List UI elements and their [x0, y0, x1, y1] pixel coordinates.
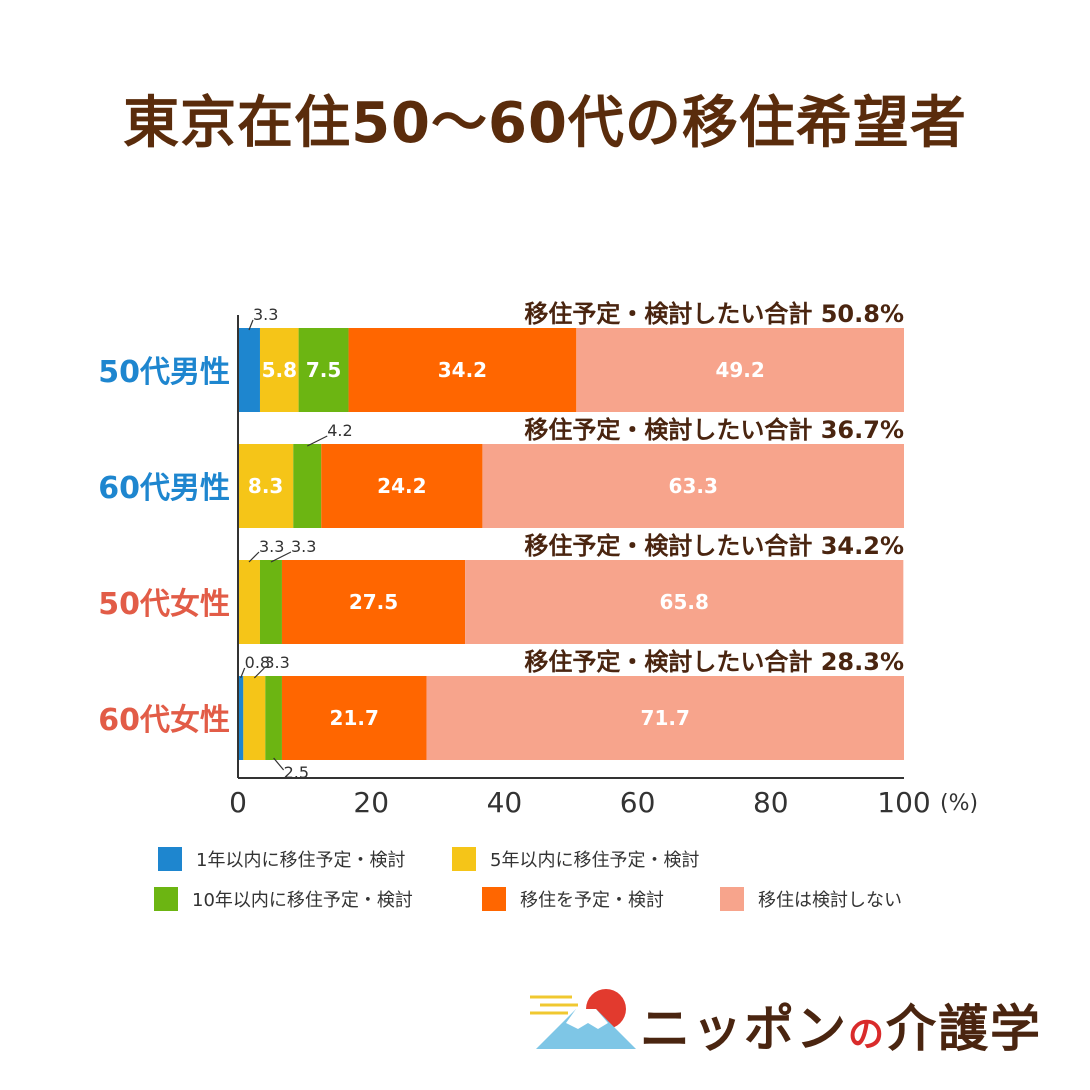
leader-line-3-0 [240, 667, 246, 679]
bar-segment-0-4 [576, 328, 904, 412]
brand-logo: ニッポンの介護学 [530, 985, 1070, 1058]
total-label-1: 移住予定・検討したい合計 36.7% [524, 416, 904, 444]
data-label-0-2: 7.5 [306, 358, 341, 382]
category-label-0: 50代男性 [98, 355, 230, 390]
x-tick-label-5: 100 [877, 786, 930, 819]
legend-label-no: 移住は検討しない [758, 890, 902, 911]
legend-swatch-plan [482, 887, 506, 911]
bar-segment-2-1 [238, 560, 260, 644]
data-label-3-1: 3.3 [264, 653, 289, 672]
total-label-2: 移住予定・検討したい合計 34.2% [524, 532, 904, 560]
category-label-2: 50代女性 [98, 587, 230, 622]
data-label-1-1: 8.3 [248, 474, 283, 498]
leader-line-2-2 [270, 551, 292, 563]
leader-line-3-2 [273, 757, 285, 771]
data-label-3-3: 21.7 [330, 706, 379, 730]
bar-segment-3-0 [238, 676, 244, 760]
leader-line-1-2 [306, 435, 328, 447]
data-label-3-0: 0.8 [245, 653, 270, 672]
bar-segment-0-3 [348, 328, 577, 412]
legend-swatch-10yr [154, 887, 178, 911]
x-tick-label-1: 20 [353, 786, 389, 819]
legend-label-10yr: 10年以内に移住予定・検討 [192, 890, 413, 911]
legend-swatch-no [720, 887, 744, 911]
bar-segment-3-1 [243, 676, 266, 760]
data-label-0-3: 34.2 [438, 358, 487, 382]
legend-item-no: 移住は検討しない [720, 886, 902, 912]
brand-logo-text-no: の [848, 1014, 887, 1055]
x-tick-label-2: 40 [487, 786, 523, 819]
category-label-3: 60代女性 [98, 703, 230, 738]
x-tick-label-4: 80 [753, 786, 789, 819]
brand-logo-text-1: ニッポン [640, 1000, 848, 1058]
data-label-0-0: 3.3 [253, 305, 278, 324]
bar-segment-0-0 [238, 328, 260, 412]
legend-item-5yr: 5年以内に移住予定・検討 [452, 846, 699, 872]
total-label-3: 移住予定・検討したい合計 28.3% [524, 648, 904, 676]
legend-item-plan: 移住を予定・検討 [482, 886, 664, 912]
category-label-1: 60代男性 [98, 471, 230, 506]
data-label-2-3: 27.5 [349, 590, 398, 614]
x-tick-label-0: 0 [229, 786, 247, 819]
data-label-3-4: 71.7 [641, 706, 690, 730]
page-title: 東京在住50〜60代の移住希望者 [123, 91, 967, 156]
legend-swatch-1yr [158, 847, 182, 871]
legend-label-plan: 移住を予定・検討 [520, 890, 664, 911]
data-label-1-3: 24.2 [377, 474, 426, 498]
leader-line-0-0 [248, 319, 254, 331]
bar-segment-2-3 [281, 560, 466, 644]
bar-segment-2-2 [259, 560, 282, 644]
data-label-2-1: 3.3 [259, 537, 284, 556]
total-label-0: 移住予定・検討したい合計 50.8% [524, 300, 904, 328]
bar-segment-1-4 [482, 444, 904, 528]
stacked-bar-chart: 50代男性 移住予定・検討したい合計 50.8% 3.3 5.8 7.5 34.2 49.2… [98, 300, 978, 819]
data-label-3-2: 2.5 [284, 763, 309, 782]
bar-segment-1-1 [238, 444, 294, 528]
leader-line-3-1 [253, 667, 265, 679]
data-label-0-4: 49.2 [715, 358, 764, 382]
bar-segment-2-4 [465, 560, 904, 644]
mountain-sun-icon [530, 989, 636, 1049]
data-label-0-1: 5.8 [262, 358, 297, 382]
bar-segment-1-2 [293, 444, 322, 528]
legend-label-1yr: 1年以内に移住予定・検討 [196, 850, 406, 871]
leader-line-2-1 [248, 551, 260, 563]
x-tick-label-3: 60 [620, 786, 656, 819]
bar-segment-3-2 [265, 676, 282, 760]
data-label-2-2: 3.3 [291, 537, 316, 556]
data-label-1-4: 63.3 [669, 474, 718, 498]
brand-logo-text-2: 介護学 [886, 1000, 1043, 1058]
data-label-2-4: 65.8 [660, 590, 709, 614]
bar-segment-3-3 [281, 676, 427, 760]
bar-segment-1-3 [321, 444, 483, 528]
brand-logo-text: ニッポンの介護学 [640, 989, 1042, 1061]
legend-swatch-5yr [452, 847, 476, 871]
legend-item-1yr: 1年以内に移住予定・検討 [158, 846, 405, 872]
legend-item-10yr: 10年以内に移住予定・検討 [154, 886, 413, 912]
x-axis-unit: (%) [940, 791, 978, 816]
bar-segment-3-4 [426, 676, 904, 760]
bar-segment-0-1 [259, 328, 299, 412]
bar-segment-0-2 [298, 328, 349, 412]
legend-label-5yr: 5年以内に移住予定・検討 [490, 850, 700, 871]
data-label-1-2: 4.2 [327, 421, 352, 440]
